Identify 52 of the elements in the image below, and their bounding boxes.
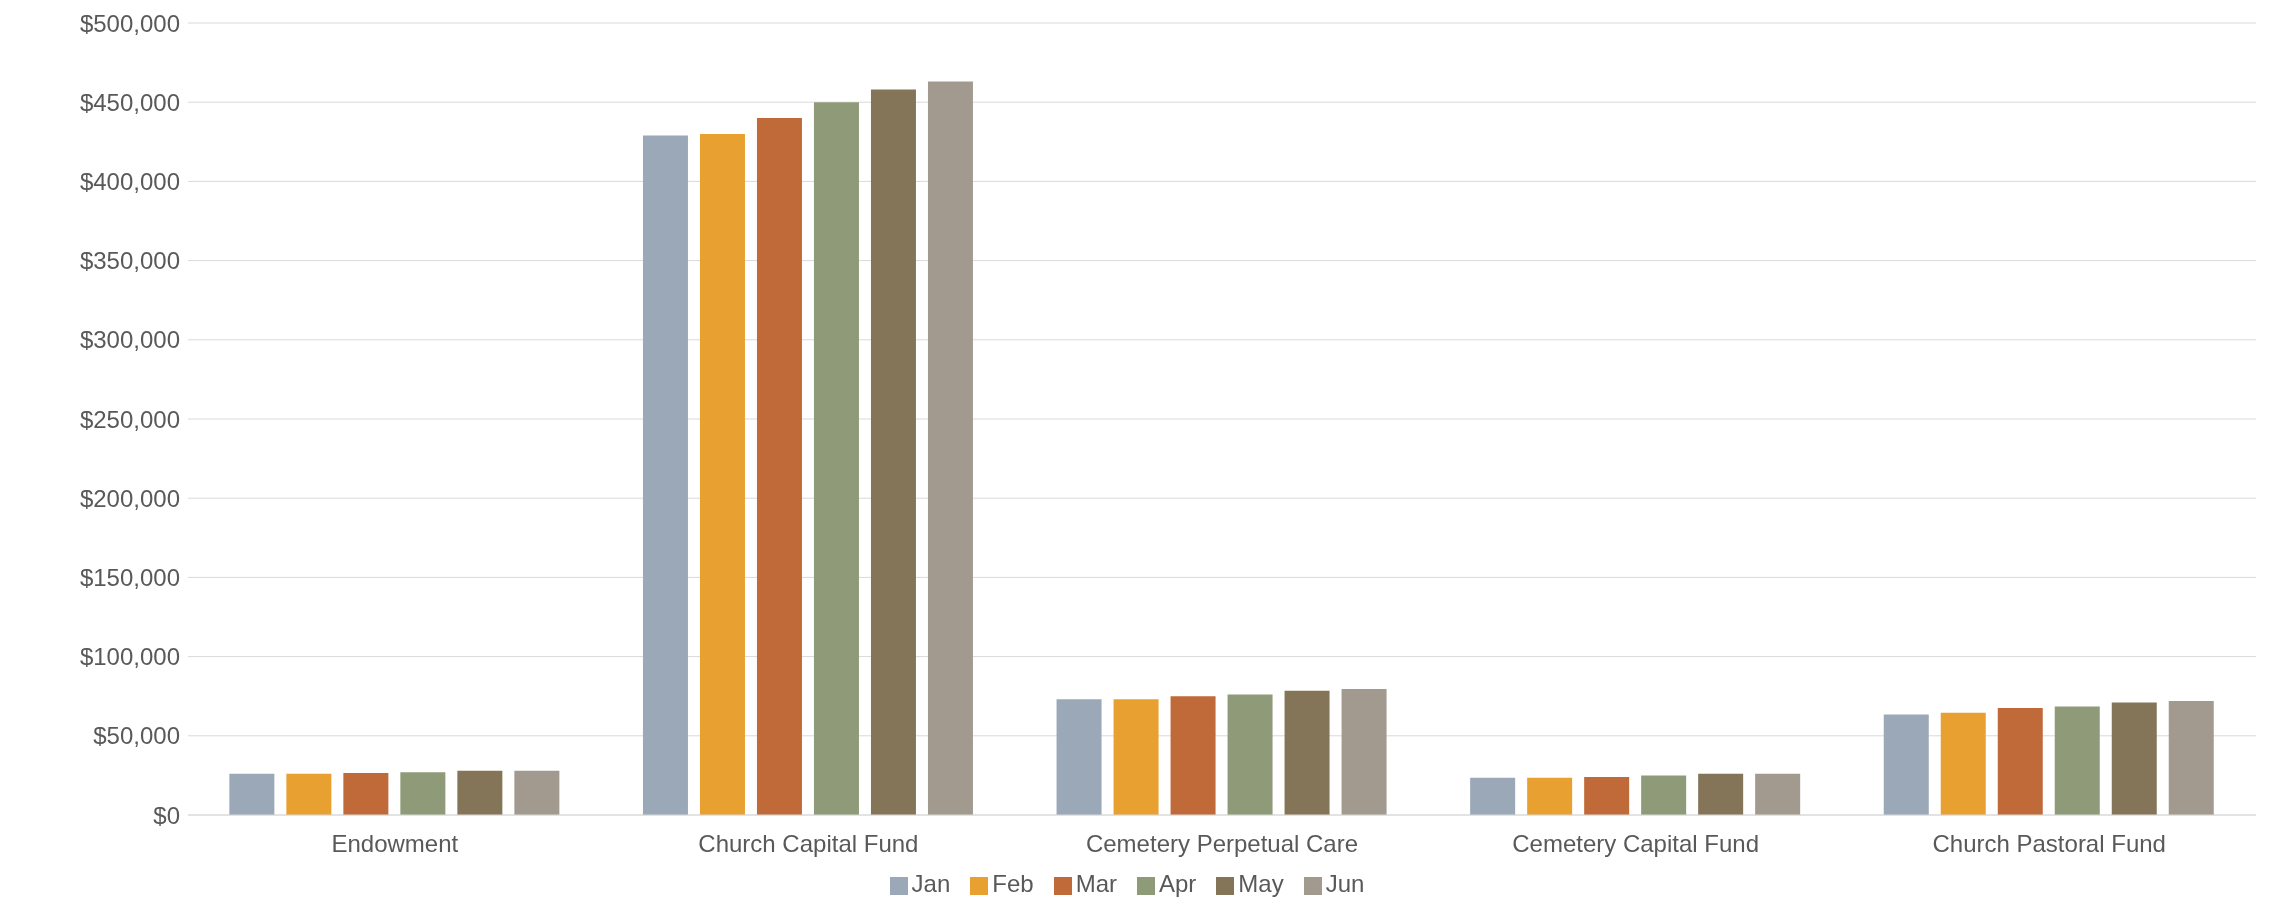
- bar: [1997, 708, 2043, 815]
- bar: [1227, 694, 1273, 815]
- legend-label: Jun: [1325, 870, 1365, 897]
- y-tick-label: $200,000: [79, 484, 180, 512]
- bar: [1170, 696, 1216, 815]
- y-tick-label: $0: [153, 801, 180, 829]
- bar: [1527, 777, 1573, 815]
- y-tick-label: $350,000: [79, 247, 180, 275]
- bar: [1641, 775, 1687, 815]
- bar: [756, 118, 802, 815]
- bar: [400, 772, 446, 815]
- bar: [1056, 699, 1102, 815]
- x-tick-label: Cemetery Perpetual Care: [1085, 830, 1359, 858]
- bar: [927, 81, 973, 815]
- y-tick-label: $500,000: [79, 9, 180, 37]
- bar: [2111, 702, 2157, 815]
- bar: [813, 102, 859, 815]
- bar: [1341, 689, 1387, 815]
- legend-label: Apr: [1159, 870, 1197, 897]
- bar: [870, 89, 916, 815]
- y-tick-label: $50,000: [93, 722, 180, 750]
- legend-label: Mar: [1075, 870, 1117, 897]
- y-tick-label: $250,000: [79, 405, 180, 433]
- legend-label: Jan: [911, 870, 951, 897]
- bar: [699, 133, 745, 815]
- bar: [457, 770, 503, 815]
- bar: [1113, 699, 1159, 815]
- bar: [1698, 773, 1744, 815]
- bar: [1284, 690, 1330, 815]
- legend-label: May: [1238, 870, 1284, 897]
- bar: [1584, 776, 1630, 815]
- x-tick-label: Endowment: [331, 830, 459, 858]
- legend-label: Feb: [992, 870, 1034, 897]
- bar: [1755, 773, 1801, 815]
- bar: [343, 773, 389, 815]
- y-tick-label: $450,000: [79, 88, 180, 116]
- y-tick-label: $400,000: [79, 167, 180, 195]
- bar: [229, 773, 275, 815]
- y-tick-label: $150,000: [79, 563, 180, 591]
- y-tick-label: $100,000: [79, 643, 180, 671]
- x-tick-label: Cemetery Capital Fund: [1512, 830, 1759, 858]
- bar: [514, 770, 560, 815]
- bar: [1883, 714, 1929, 815]
- bar: [286, 773, 332, 815]
- bar: [1940, 712, 1986, 815]
- x-tick-label: Church Pastoral Fund: [1932, 830, 2166, 858]
- y-tick-label: $300,000: [79, 326, 180, 354]
- bar: [2054, 706, 2100, 815]
- x-tick-label: Church Capital Fund: [698, 830, 919, 858]
- bar: [1470, 777, 1516, 815]
- bar: [2168, 700, 2214, 815]
- bar: [642, 135, 688, 815]
